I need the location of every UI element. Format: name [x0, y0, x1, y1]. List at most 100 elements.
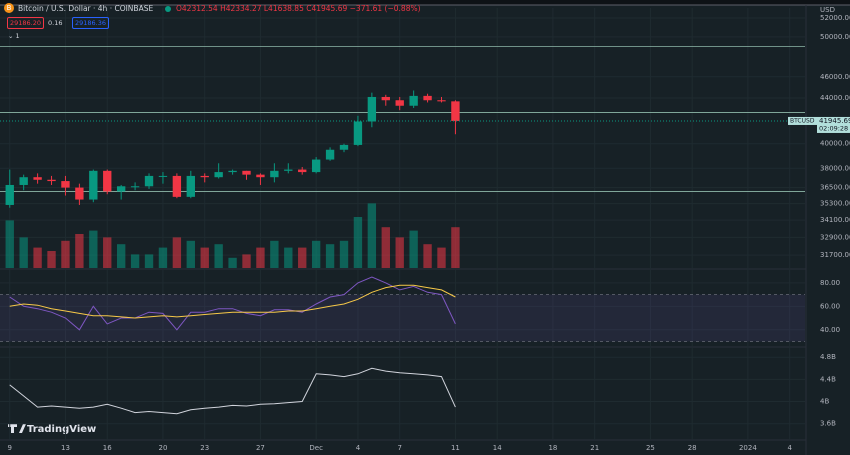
x-tick-label: 18 — [548, 444, 557, 452]
volume-bar — [172, 237, 182, 268]
volume-bar — [381, 227, 390, 268]
candle-body — [61, 181, 70, 188]
volume-bar — [158, 247, 168, 268]
volume-bar — [103, 237, 112, 268]
price-tag-countdown: 02:09:28 — [819, 124, 848, 132]
y-tick-label: 35300.00 — [820, 200, 850, 208]
y-tick-label: 32900.00 — [820, 233, 850, 241]
symbol-title[interactable]: Bitcoin / U.S. Dollar · 4h · COINBASE — [18, 4, 154, 13]
volume-bar — [89, 230, 98, 268]
logo-text: TradingView — [27, 424, 96, 435]
volume-bar — [451, 227, 460, 268]
candle-body — [367, 96, 377, 122]
volume-bar — [47, 251, 56, 268]
candle-body — [200, 175, 209, 178]
volume-bar — [214, 244, 223, 268]
symbol-tag-text: BTCUSD — [790, 117, 815, 124]
candle-body — [270, 170, 279, 178]
candle-body — [19, 177, 28, 185]
y-tick-label: 34100.00 — [820, 216, 850, 224]
candle-body — [116, 186, 126, 192]
volume-bar — [75, 234, 84, 268]
candle-body — [381, 96, 390, 101]
status-dot — [165, 6, 171, 12]
sell-button[interactable]: 29186.20 — [7, 17, 45, 29]
y-tick-label: 3.6B — [820, 420, 836, 428]
y-tick-label: 44000.00 — [820, 94, 850, 102]
x-tick-label: 4 — [787, 444, 792, 452]
price-tag — [817, 116, 850, 133]
volume-bar — [61, 240, 70, 268]
x-tick-label: 11 — [451, 444, 460, 452]
y-tick-label: 40000.00 — [820, 140, 850, 148]
candle-body — [423, 95, 432, 101]
x-tick-label: 23 — [200, 444, 209, 452]
volume-bar — [130, 254, 140, 268]
x-tick-label: 4 — [356, 444, 361, 452]
candle-body — [5, 184, 14, 205]
volume-bar — [144, 254, 154, 268]
candle-body — [130, 186, 140, 188]
candle-body — [228, 170, 237, 173]
candle-body — [298, 169, 307, 173]
x-tick-label: 13 — [61, 444, 70, 452]
currency: USD — [820, 6, 835, 14]
y-tick-label: 4.8B — [820, 353, 836, 361]
top-bar — [0, 0, 850, 5]
candle-body — [33, 177, 42, 180]
candle-body — [89, 170, 98, 200]
volume-bar — [116, 244, 126, 268]
volume-bar — [5, 220, 14, 268]
volume-bar — [395, 237, 404, 268]
y-tick-label: 36500.00 — [820, 184, 850, 192]
volume-bar — [19, 237, 28, 268]
candle-body — [75, 187, 84, 200]
indicator-toggle[interactable]: ⌄ 1 — [8, 32, 20, 40]
volume-bar — [298, 247, 307, 268]
x-tick-label: 25 — [646, 444, 655, 452]
series-line — [9, 284, 456, 319]
y-tick-label: 80.00 — [820, 279, 840, 287]
candle-body — [437, 100, 446, 102]
series-line — [9, 367, 456, 415]
volume-bar — [200, 247, 209, 268]
candle-body — [339, 144, 349, 150]
buy-button[interactable]: 29186.36 — [72, 17, 110, 29]
volume-bar — [242, 254, 251, 268]
y-tick-label: 40.00 — [820, 326, 840, 334]
x-tick-label: 21 — [590, 444, 599, 452]
y-tick-label: 50000.00 — [820, 33, 850, 41]
y-tick-label: 4.4B — [820, 375, 836, 383]
x-tick-label: 7 — [397, 444, 401, 452]
volume-bar — [423, 244, 432, 268]
spread: 0.16 — [48, 19, 63, 27]
y-tick-label: 46000.00 — [820, 73, 850, 81]
volume-bar — [284, 247, 293, 268]
candle-body — [451, 101, 460, 121]
candle-body — [47, 179, 56, 182]
candle-body — [158, 175, 168, 177]
coin-icon: B — [4, 3, 14, 13]
x-tick-label: Dec — [309, 444, 323, 452]
x-tick-label: 9 — [8, 444, 12, 452]
y-tick-label: 60.00 — [820, 302, 840, 310]
candle-body — [353, 121, 363, 145]
symbol-tag — [788, 116, 817, 125]
x-tick-label: 16 — [103, 444, 112, 452]
candle-body — [284, 169, 293, 171]
volume-bar — [256, 247, 265, 268]
candle-body — [186, 175, 195, 197]
y-tick-label: 52000.00 — [820, 14, 850, 22]
volume-bar — [437, 247, 446, 268]
candle-body — [214, 172, 223, 178]
volume-bar — [325, 244, 335, 268]
indicator-count: 1 — [15, 32, 20, 40]
y-tick-label: 31700.00 — [820, 251, 850, 259]
candle-body — [311, 159, 321, 173]
y-tick-label: 38000.00 — [820, 164, 850, 172]
volume-bar — [33, 247, 42, 268]
candle-body — [172, 175, 182, 197]
candle-body — [409, 95, 418, 106]
